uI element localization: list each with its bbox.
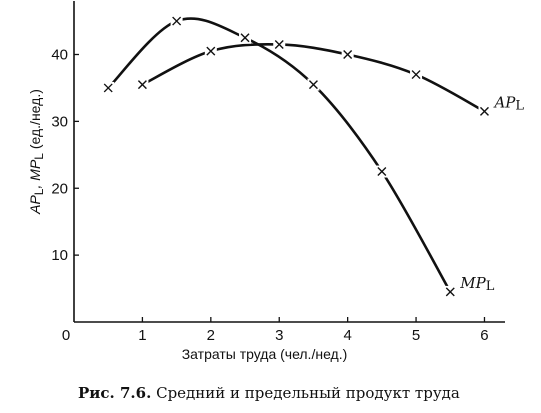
series-mpl-label: MPL	[459, 274, 494, 294]
y-axis-title-part: (ед./нед.)	[27, 89, 43, 153]
y-tick-label: 20	[51, 180, 68, 197]
figure-caption: Рис. 7.6. Средний и предельный продукт т…	[78, 384, 460, 402]
series-label-sub: L	[486, 279, 495, 294]
y-axis-title-part: AP	[27, 195, 43, 215]
series-label-main: MP	[459, 274, 486, 292]
x-tick-label: 1	[138, 327, 146, 344]
series-mpl-point	[375, 165, 388, 178]
marker-stroke	[377, 167, 387, 177]
marker-stroke	[137, 80, 147, 90]
marker-stroke	[343, 50, 353, 59]
y-tick-label: 10	[51, 247, 68, 264]
marker-stroke	[479, 106, 489, 116]
x-axis-title: Затраты труда (чел./нед.)	[182, 346, 348, 362]
series-apl-point	[341, 48, 354, 61]
series-apl-point	[273, 38, 286, 51]
series-apl-point	[410, 68, 423, 81]
series-apl-curve	[141, 43, 486, 113]
x-tick-label: 2	[207, 327, 215, 344]
series-apl-label: APL	[492, 93, 524, 113]
marker-stroke	[103, 83, 113, 93]
marker-stroke	[274, 39, 284, 49]
y-axis-title-part: L	[32, 188, 46, 195]
series-label-main: AP	[492, 93, 516, 111]
series-mpl-point	[170, 15, 183, 28]
y-axis-title-part: , MP	[27, 159, 43, 188]
x-tick-label: 3	[275, 327, 283, 344]
marker-stroke	[411, 70, 421, 80]
marker-stroke	[172, 16, 182, 26]
marker-stroke	[240, 33, 250, 43]
caption-number: Рис. 7.6.	[78, 384, 152, 402]
y-axis-title: APL, MPL (ед./нед.)	[27, 89, 46, 215]
series-apl-point	[136, 78, 149, 91]
y-tick-label: 30	[51, 113, 68, 130]
series-label-sub: L	[515, 98, 524, 113]
x-tick-label: 6	[480, 327, 488, 344]
x-tick-label: 5	[412, 327, 420, 344]
y-tick-label: 40	[51, 47, 68, 64]
y-axis-title-part: L	[32, 153, 46, 160]
x-tick-label: 4	[343, 327, 351, 344]
marker-stroke	[206, 46, 216, 56]
series	[102, 15, 491, 298]
series-apl-point	[204, 45, 217, 58]
ticks: 0 1 2 3 4 5 6 10 20 30 40	[51, 47, 488, 345]
series-mpl-point	[239, 31, 252, 44]
series-apl-point	[478, 105, 491, 118]
series-mpl-point	[307, 78, 320, 91]
series-mpl-curve	[106, 17, 452, 294]
series-mpl-point	[102, 81, 115, 94]
marker-stroke	[445, 287, 455, 297]
x-tick-label: 0	[62, 327, 70, 344]
caption-text: Средний и предельный продукт труда	[156, 384, 460, 402]
marker-stroke	[308, 80, 318, 90]
series-mpl-point	[444, 285, 457, 298]
